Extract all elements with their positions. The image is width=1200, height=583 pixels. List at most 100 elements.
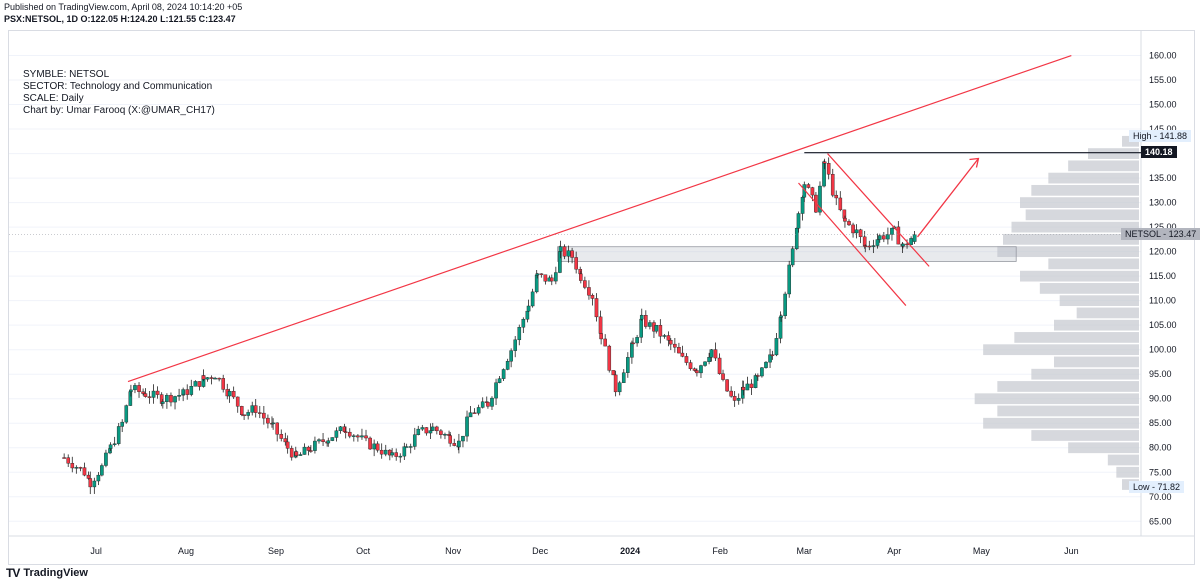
- candle-body: [360, 435, 364, 438]
- candle-body: [756, 375, 760, 377]
- volume-profile-bar: [983, 417, 1139, 429]
- candle-body: [408, 446, 413, 448]
- candle-body: [364, 435, 368, 439]
- volume-profile-bar: [1116, 466, 1139, 478]
- candle-body: [521, 318, 526, 328]
- candle-body: [699, 365, 703, 374]
- candle-body: [141, 391, 145, 394]
- projection-arrow: [916, 158, 979, 238]
- x-tick-label: Sep: [268, 546, 284, 556]
- volume-profile-bar: [1054, 356, 1139, 368]
- candle-body: [283, 438, 288, 443]
- tradingview-brand[interactable]: TV TradingView: [6, 566, 88, 580]
- brand-name: TradingView: [23, 567, 88, 579]
- candle-body: [617, 382, 622, 393]
- candle-body: [749, 383, 754, 388]
- candle-body: [306, 446, 311, 451]
- candle-body: [867, 245, 872, 248]
- candle-body: [770, 354, 775, 356]
- candle-body: [501, 369, 506, 379]
- candle-body: [448, 435, 452, 444]
- channel-lower-line: [798, 182, 907, 306]
- candle-body: [104, 452, 108, 466]
- candle-body: [285, 441, 290, 449]
- y-tick-label: 100.00: [1149, 345, 1177, 355]
- y-tick-label: 125.00: [1149, 222, 1177, 232]
- candle-body: [862, 236, 867, 246]
- candle-body: [509, 350, 513, 362]
- candle-body: [155, 390, 160, 395]
- x-tick-label: May: [973, 546, 991, 556]
- volume-profile-bar: [1025, 209, 1139, 221]
- candle-body: [778, 317, 783, 339]
- candle-body: [70, 463, 75, 469]
- candle-body: [289, 448, 294, 458]
- candle-body: [330, 437, 335, 441]
- candle-body: [613, 374, 618, 393]
- volume-profile-bar: [1020, 197, 1139, 208]
- candle-body: [151, 390, 156, 398]
- candle-body: [443, 434, 447, 436]
- candle-body: [760, 367, 764, 377]
- candle-body: [321, 439, 325, 442]
- y-tick-label: 155.00: [1149, 75, 1177, 85]
- candle-body: [725, 379, 729, 392]
- candle-body: [822, 161, 827, 164]
- candle-body: [181, 389, 185, 395]
- candle-body: [668, 340, 673, 345]
- candle-body: [587, 287, 591, 296]
- channel-upper-line: [827, 153, 930, 267]
- candle-body: [494, 382, 498, 399]
- candle-body: [347, 431, 352, 437]
- candle-body: [890, 227, 894, 235]
- chart-canvas[interactable]: 65.00 70.00 75.00 80.00 85.00 90.00 95.00 100.0…: [9, 31, 1194, 564]
- volume-profile-bar: [1003, 233, 1139, 245]
- info-author: Chart by: Umar Farooq (X:@UMAR_CH17): [23, 105, 215, 116]
- candle-body: [165, 394, 169, 402]
- y-tick-label: 70.00: [1149, 492, 1172, 502]
- candle-body: [688, 362, 693, 369]
- candle-body: [810, 187, 815, 196]
- candle-body: [326, 440, 331, 444]
- candle-body: [137, 385, 141, 392]
- candle-body: [96, 474, 101, 482]
- candle-body: [558, 251, 562, 273]
- candle-body: [607, 345, 612, 371]
- candle-body: [790, 248, 795, 266]
- candle-body: [863, 245, 868, 247]
- volume-profile-bar: [974, 393, 1139, 405]
- x-tick-label: Dec: [532, 546, 549, 556]
- candle-body: [539, 273, 544, 275]
- candle-body: [424, 427, 429, 434]
- candle-body: [416, 428, 421, 435]
- candle-body: [120, 421, 124, 427]
- info-symbol: SYMBLE: NETSOL: [23, 69, 110, 80]
- candle-body: [818, 185, 822, 213]
- volume-profile-bar: [1088, 148, 1139, 159]
- candle-body: [594, 298, 599, 318]
- candle-body: [231, 391, 236, 398]
- candle-body: [796, 213, 801, 229]
- candle-body: [461, 435, 465, 442]
- candle-body: [822, 161, 826, 187]
- candle-body: [116, 426, 121, 444]
- volume-profile-bar: [1076, 307, 1139, 319]
- candle-body: [161, 401, 165, 404]
- candle-body: [313, 440, 317, 451]
- chart-frame[interactable]: 65.00 70.00 75.00 80.00 85.00 90.00 95.00 100.0…: [8, 30, 1200, 565]
- candle-body: [62, 457, 66, 459]
- candle-body: [851, 224, 855, 234]
- y-tick-label: 90.00: [1149, 394, 1172, 404]
- candle-body: [558, 246, 563, 252]
- candle-body: [193, 381, 198, 387]
- candle-body: [88, 478, 93, 488]
- candle-body: [603, 338, 607, 347]
- candle-body: [830, 174, 835, 196]
- volume-profile-bar: [997, 246, 1139, 258]
- candle-body: [227, 391, 232, 397]
- candle-body: [86, 474, 91, 479]
- candle-body: [554, 272, 558, 282]
- candle-body: [566, 250, 571, 257]
- volume-profile-bar: [1011, 221, 1139, 233]
- volume-profile-bar: [1014, 332, 1139, 343]
